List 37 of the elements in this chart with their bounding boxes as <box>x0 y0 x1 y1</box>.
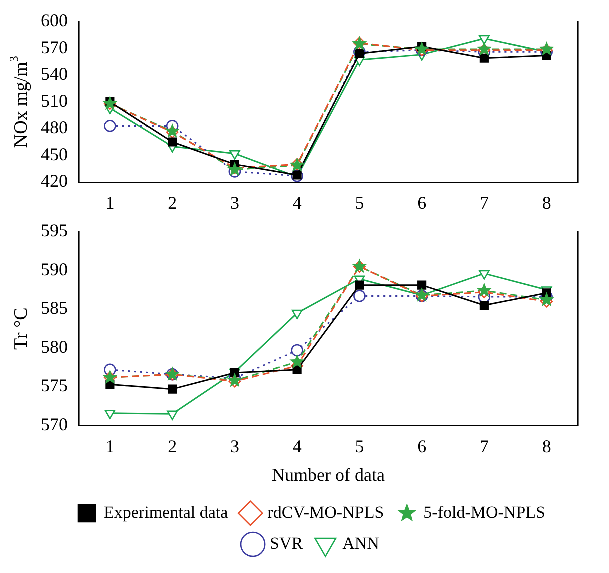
x-tick-label: 1 <box>106 436 115 456</box>
x-tick-label: 2 <box>168 436 178 456</box>
x-tick-label: 1 <box>106 192 115 213</box>
x-tick-label: 7 <box>480 436 489 456</box>
x-tick-label: 8 <box>542 192 552 213</box>
x-tick-label: 4 <box>292 192 302 213</box>
legend-label: Experimental data <box>104 502 229 522</box>
y-tick-label: 590 <box>41 259 68 280</box>
x-tick-label: 8 <box>542 436 552 456</box>
x-tick-label: 6 <box>418 436 427 456</box>
x-tick-label: 3 <box>230 192 240 213</box>
y-tick-label: 580 <box>41 336 68 357</box>
x-tick-label: 2 <box>168 192 178 213</box>
legend-label: SVR <box>270 534 304 553</box>
y-tick-label: 540 <box>41 64 68 84</box>
legend-label: 5-fold-MO-NPLS <box>424 502 546 522</box>
y-tick-label: 450 <box>41 144 68 164</box>
y-tick-label: 595 <box>41 220 68 241</box>
y-tick-label: 510 <box>41 90 68 111</box>
x-tick-label: 5 <box>355 192 364 213</box>
y-tick-label: 600 <box>41 10 68 31</box>
y-tick-label: 570 <box>41 414 68 435</box>
y-axis-title: Tr °C <box>10 308 32 350</box>
y-tick-label: 585 <box>41 298 68 318</box>
legend-label: rdCV-MO-NPLS <box>268 502 384 522</box>
legend-label: ANN <box>342 534 380 553</box>
x-tick-label: 7 <box>480 192 489 213</box>
y-tick-label: 420 <box>41 171 68 192</box>
y-tick-label: 480 <box>41 118 68 138</box>
y-tick-label: 575 <box>41 376 68 396</box>
x-tick-label: 4 <box>292 436 302 456</box>
y-tick-label: 570 <box>41 37 68 58</box>
x-tick-label: 5 <box>355 436 364 456</box>
y-axis-title: NOx mg/m3 <box>7 56 32 148</box>
x-tick-label: 3 <box>230 436 240 456</box>
x-axis-title: Number of data <box>272 464 385 485</box>
x-tick-label: 6 <box>418 192 427 213</box>
